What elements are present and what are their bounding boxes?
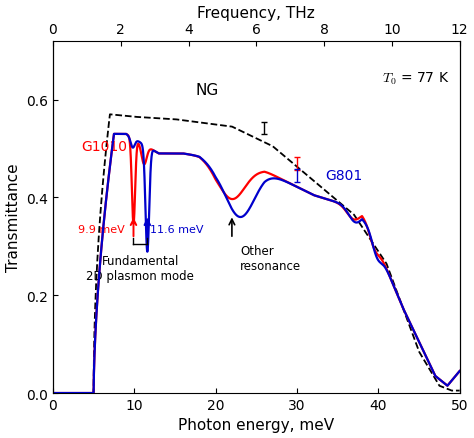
X-axis label: Photon energy, meV: Photon energy, meV [178, 417, 334, 432]
Text: NG: NG [196, 83, 219, 98]
X-axis label: Frequency, THz: Frequency, THz [198, 6, 315, 21]
Text: Other
resonance: Other resonance [240, 244, 301, 272]
Text: Fundamental
2D plasmon mode: Fundamental 2D plasmon mode [86, 254, 194, 282]
Text: 11.6 meV: 11.6 meV [150, 225, 203, 235]
Text: G1010: G1010 [82, 140, 128, 154]
Text: G801: G801 [326, 169, 363, 183]
Y-axis label: Transmittance: Transmittance [6, 163, 20, 272]
Text: $T_0$ = 77 K: $T_0$ = 77 K [383, 71, 450, 87]
Text: 9.9 meV: 9.9 meV [78, 225, 125, 235]
